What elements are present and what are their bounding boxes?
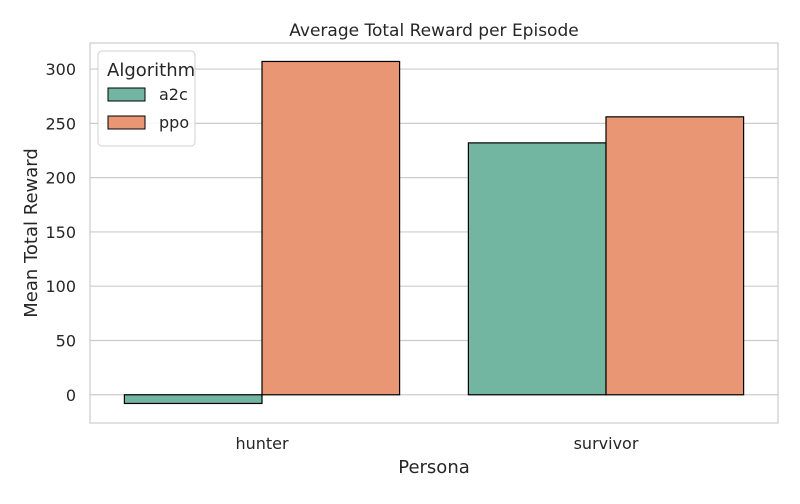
legend-label-ppo: ppo xyxy=(159,113,189,132)
x-axis-ticks: hunter survivor xyxy=(235,434,638,453)
chart-title: Average Total Reward per Episode xyxy=(289,21,578,41)
x-tick-label-survivor: survivor xyxy=(574,434,639,453)
legend-title: Algorithm xyxy=(107,60,195,81)
bar-ppo-hunter xyxy=(261,60,401,396)
y-tick-label: 150 xyxy=(45,223,76,242)
y-tick-label: 50 xyxy=(56,331,76,350)
grid-lines xyxy=(90,68,778,396)
legend-items: a2c ppo xyxy=(107,85,189,132)
bar-a2c-survivor xyxy=(467,142,607,396)
bar-ppo-survivor xyxy=(605,116,745,396)
y-axis-ticks: 0 50 100 150 200 250 300 xyxy=(45,60,76,405)
legend-swatch-ppo xyxy=(107,115,146,130)
x-tick-label-hunter: hunter xyxy=(235,434,289,453)
y-tick-label: 250 xyxy=(45,114,76,133)
y-tick-label: 0 xyxy=(66,386,76,405)
legend-label-a2c: a2c xyxy=(159,85,188,104)
x-axis-title: Persona xyxy=(398,457,470,478)
plot-frame xyxy=(89,42,779,424)
y-tick-label: 200 xyxy=(45,169,76,188)
y-axis-title: Mean Total Reward xyxy=(21,148,42,318)
legend: Algorithm a2c ppo xyxy=(97,50,196,147)
legend-swatch-a2c xyxy=(107,87,146,102)
bars xyxy=(123,60,745,405)
y-tick-label: 300 xyxy=(45,60,76,79)
bar-a2c-hunter xyxy=(123,394,263,405)
y-tick-label: 100 xyxy=(45,277,76,296)
